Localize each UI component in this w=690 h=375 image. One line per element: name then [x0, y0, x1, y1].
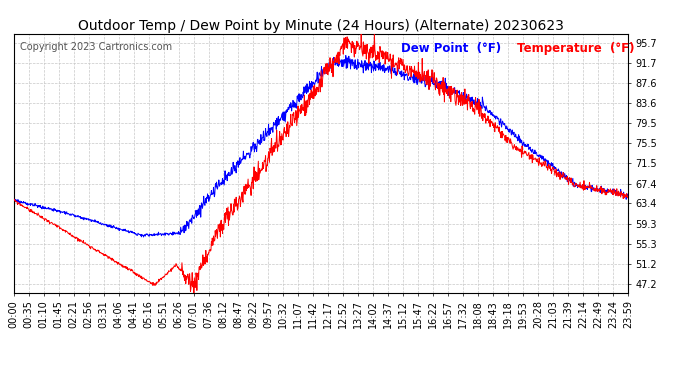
- Text: Copyright 2023 Cartronics.com: Copyright 2023 Cartronics.com: [20, 42, 172, 51]
- Text: Dew Point  (°F): Dew Point (°F): [401, 42, 501, 54]
- Title: Outdoor Temp / Dew Point by Minute (24 Hours) (Alternate) 20230623: Outdoor Temp / Dew Point by Minute (24 H…: [78, 19, 564, 33]
- Text: Temperature  (°F): Temperature (°F): [518, 42, 635, 54]
